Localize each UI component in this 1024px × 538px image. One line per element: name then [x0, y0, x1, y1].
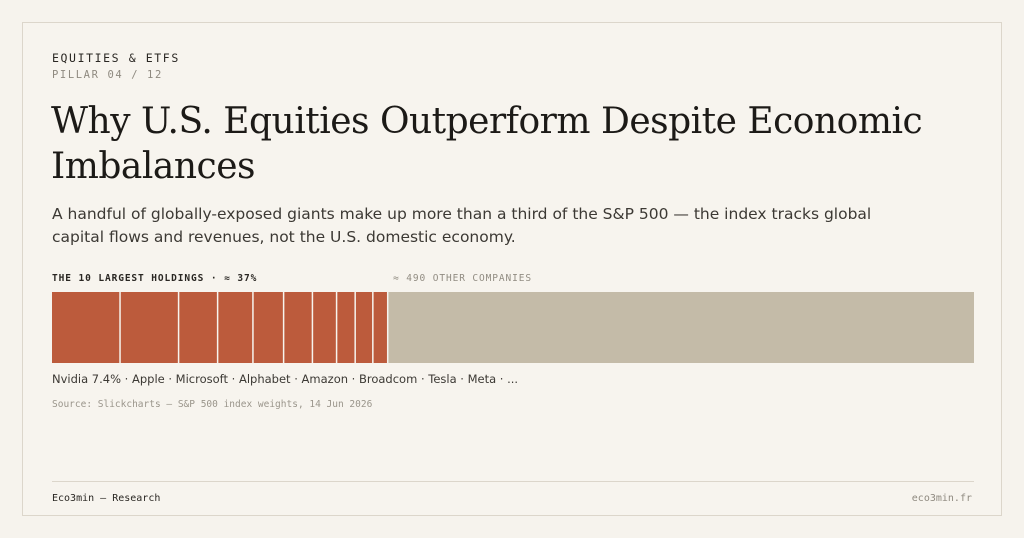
- source-note: Source: Slickcharts — S&P 500 index weig…: [52, 399, 373, 410]
- holding-segment-3: [179, 292, 217, 363]
- weights-bar-svg: [52, 292, 974, 363]
- subtitle: A handful of globally-exposed giants mak…: [52, 205, 872, 246]
- holding-segment-6: [284, 292, 312, 363]
- weights-bar-chart: [52, 292, 974, 363]
- page-title: Why U.S. Equities Outperform Despite Eco…: [51, 101, 923, 187]
- other-companies-segment: [388, 292, 974, 363]
- footer-brand: Eco3min — Research: [52, 493, 161, 504]
- holdings-label: THE 10 LARGEST HOLDINGS · ≈ 37%: [52, 273, 258, 284]
- holding-segment-2: [120, 292, 178, 363]
- holding-segment-7: [313, 292, 336, 363]
- holding-segment-10: [373, 292, 387, 363]
- pillar-indicator: PILLAR 04 / 12: [52, 69, 163, 81]
- holding-segment-8: [337, 292, 355, 363]
- holding-segment-9: [355, 292, 373, 363]
- footer-divider: [52, 481, 974, 482]
- holdings-names: Nvidia 7.4% · Apple · Microsoft · Alphab…: [52, 372, 519, 386]
- holding-segment-4: [218, 292, 253, 363]
- card: EQUITIES & ETFS PILLAR 04 / 12 Why U.S. …: [22, 22, 1002, 516]
- holding-segment-5: [253, 292, 283, 363]
- footer-site-link[interactable]: eco3min.fr: [911, 493, 972, 504]
- eyebrow: EQUITIES & ETFS: [52, 51, 180, 65]
- other-companies-label: ≈ 490 OTHER COMPANIES: [393, 273, 533, 284]
- holding-segment-1: [52, 292, 120, 363]
